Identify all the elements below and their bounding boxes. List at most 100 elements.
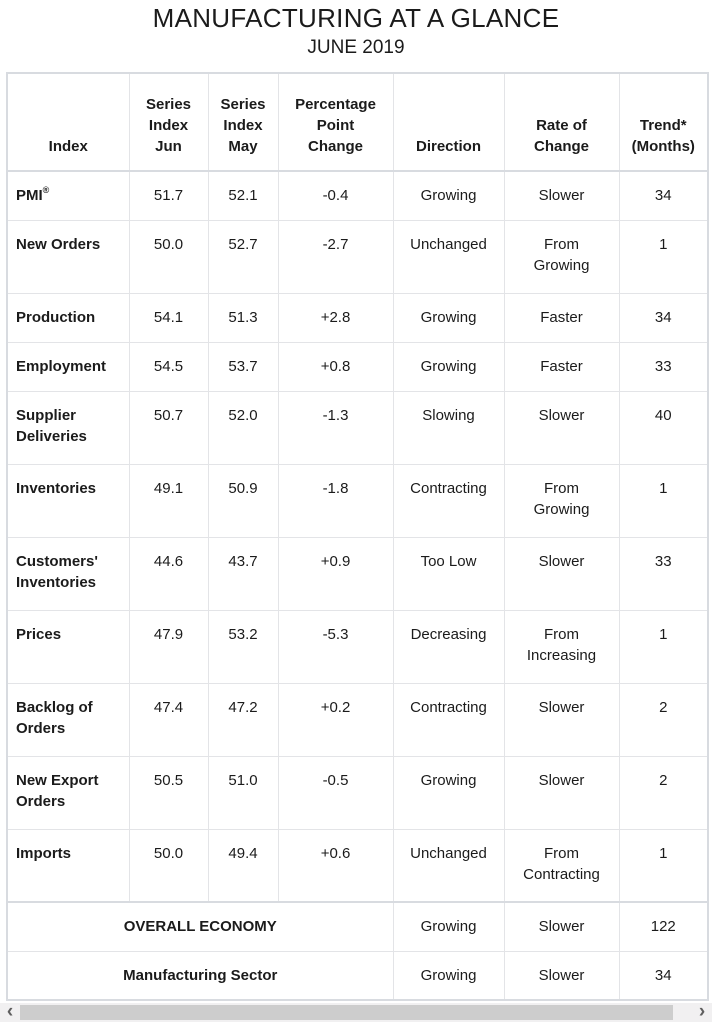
- cell-direction: Slowing: [392, 390, 505, 465]
- cell-change: +0.2: [277, 682, 394, 757]
- cell-index: Supplier Deliveries: [6, 390, 130, 465]
- cell-rate: Slower: [503, 682, 620, 757]
- cell-series-may: 52.7: [207, 219, 279, 294]
- header-series-index-may: Series Index May: [207, 72, 279, 172]
- cell-index: PMI®: [6, 170, 130, 221]
- cell-change: -2.7: [277, 219, 394, 294]
- table-row-employment: Employment 54.5 53.7 +0.8 Growing Faster…: [6, 341, 709, 392]
- cell-series-may: 50.9: [207, 463, 279, 538]
- cell-series-jun: 50.5: [128, 755, 209, 830]
- cell-series-may: 52.1: [207, 170, 279, 221]
- cell-series-may: 47.2: [207, 682, 279, 757]
- cell-index: New Export Orders: [6, 755, 130, 830]
- cell-rate: Slower: [503, 755, 620, 830]
- horizontal-scrollbar[interactable]: ‹ ›: [0, 1001, 712, 1022]
- header-series-index-jun: Series Index Jun: [128, 72, 209, 172]
- header-index: Index: [6, 72, 130, 172]
- cell-series-jun: 47.4: [128, 682, 209, 757]
- table-row-pmi: PMI® 51.7 52.1 -0.4 Growing Slower 34: [6, 170, 709, 221]
- cell-trend: 1: [618, 609, 709, 684]
- cell-series-may: 43.7: [207, 536, 279, 611]
- manufacturing-at-a-glance-table: Index Series Index Jun Series Index May …: [6, 72, 709, 1001]
- cell-change: -1.8: [277, 463, 394, 538]
- cell-index: Imports: [6, 828, 130, 903]
- cell-direction: Growing: [392, 170, 505, 221]
- cell-series-jun: 50.7: [128, 390, 209, 465]
- cell-direction: Growing: [392, 901, 505, 952]
- cell-series-jun: 50.0: [128, 828, 209, 903]
- cell-rate: Slower: [503, 901, 620, 952]
- summary-row-overall-economy: OVERALL ECONOMY Growing Slower 122: [6, 901, 709, 952]
- cell-series-jun: 51.7: [128, 170, 209, 221]
- cell-trend: 1: [618, 828, 709, 903]
- cell-series-jun: 44.6: [128, 536, 209, 611]
- table-row-backlog-of-orders: Backlog of Orders 47.4 47.2 +0.2 Contrac…: [6, 682, 709, 757]
- cell-direction: Contracting: [392, 682, 505, 757]
- cell-trend: 33: [618, 536, 709, 611]
- cell-trend: 33: [618, 341, 709, 392]
- scroll-right-arrow-icon[interactable]: ›: [698, 1001, 706, 1022]
- cell-series-may: 49.4: [207, 828, 279, 903]
- cell-series-jun: 54.5: [128, 341, 209, 392]
- cell-series-may: 51.0: [207, 755, 279, 830]
- cell-change: -5.3: [277, 609, 394, 684]
- scroll-left-arrow-icon[interactable]: ‹: [6, 1001, 14, 1022]
- cell-rate: Slower: [503, 950, 620, 1001]
- cell-trend: 1: [618, 463, 709, 538]
- cell-rate: Slower: [503, 390, 620, 465]
- table-row-new-export-orders: New Export Orders 50.5 51.0 -0.5 Growing…: [6, 755, 709, 830]
- cell-rate: From Growing: [503, 219, 620, 294]
- cell-trend: 34: [618, 170, 709, 221]
- page-title: MANUFACTURING AT A GLANCE: [152, 3, 560, 33]
- cell-trend: 34: [618, 292, 709, 343]
- cell-trend: 1: [618, 219, 709, 294]
- cell-index: Inventories: [6, 463, 130, 538]
- cell-direction: Decreasing: [392, 609, 505, 684]
- cell-rate: Faster: [503, 341, 620, 392]
- cell-rate: From Growing: [503, 463, 620, 538]
- cell-series-jun: 54.1: [128, 292, 209, 343]
- table-row-inventories: Inventories 49.1 50.9 -1.8 Contracting F…: [6, 463, 709, 538]
- cell-change: -0.4: [277, 170, 394, 221]
- header-trend-months: Trend* (Months): [618, 72, 709, 172]
- cell-trend: 122: [618, 901, 709, 952]
- cell-direction: Too Low: [392, 536, 505, 611]
- cell-direction: Growing: [392, 755, 505, 830]
- cell-series-jun: 47.9: [128, 609, 209, 684]
- cell-change: -1.3: [277, 390, 394, 465]
- cell-series-jun: 50.0: [128, 219, 209, 294]
- cell-direction: Growing: [392, 292, 505, 343]
- cell-series-may: 53.7: [207, 341, 279, 392]
- cell-rate: Faster: [503, 292, 620, 343]
- cell-series-may: 51.3: [207, 292, 279, 343]
- cell-trend: 2: [618, 755, 709, 830]
- cell-direction: Unchanged: [392, 828, 505, 903]
- cell-series-may: 53.2: [207, 609, 279, 684]
- cell-rate: From Increasing: [503, 609, 620, 684]
- cell-rate: Slower: [503, 536, 620, 611]
- cell-index: Customers' Inventories: [6, 536, 130, 611]
- header-percentage-point-change: Percentage Point Change: [277, 72, 394, 172]
- table-row-imports: Imports 50.0 49.4 +0.6 Unchanged From Co…: [6, 828, 709, 903]
- cell-trend: 34: [618, 950, 709, 1001]
- cell-change: +0.6: [277, 828, 394, 903]
- cell-change: +0.8: [277, 341, 394, 392]
- cell-index: New Orders: [6, 219, 130, 294]
- header-rate-of-change: Rate of Change: [503, 72, 620, 172]
- cell-index: Production: [6, 292, 130, 343]
- cell-index: Employment: [6, 341, 130, 392]
- header-direction: Direction: [392, 72, 505, 172]
- table-row-supplier-deliveries: Supplier Deliveries 50.7 52.0 -1.3 Slowi…: [6, 390, 709, 465]
- cell-summary-label: OVERALL ECONOMY: [6, 901, 394, 952]
- table-row-production: Production 54.1 51.3 +2.8 Growing Faster…: [6, 292, 709, 343]
- cell-direction: Growing: [392, 950, 505, 1001]
- cell-direction: Growing: [392, 341, 505, 392]
- registered-trademark: ®: [42, 185, 50, 195]
- index-label: PMI: [16, 187, 43, 204]
- cell-direction: Contracting: [392, 463, 505, 538]
- scrollbar-thumb[interactable]: [20, 1005, 673, 1020]
- cell-series-jun: 49.1: [128, 463, 209, 538]
- cell-change: +2.8: [277, 292, 394, 343]
- summary-row-manufacturing-sector: Manufacturing Sector Growing Slower 34: [6, 950, 709, 1001]
- cell-rate: From Contracting: [503, 828, 620, 903]
